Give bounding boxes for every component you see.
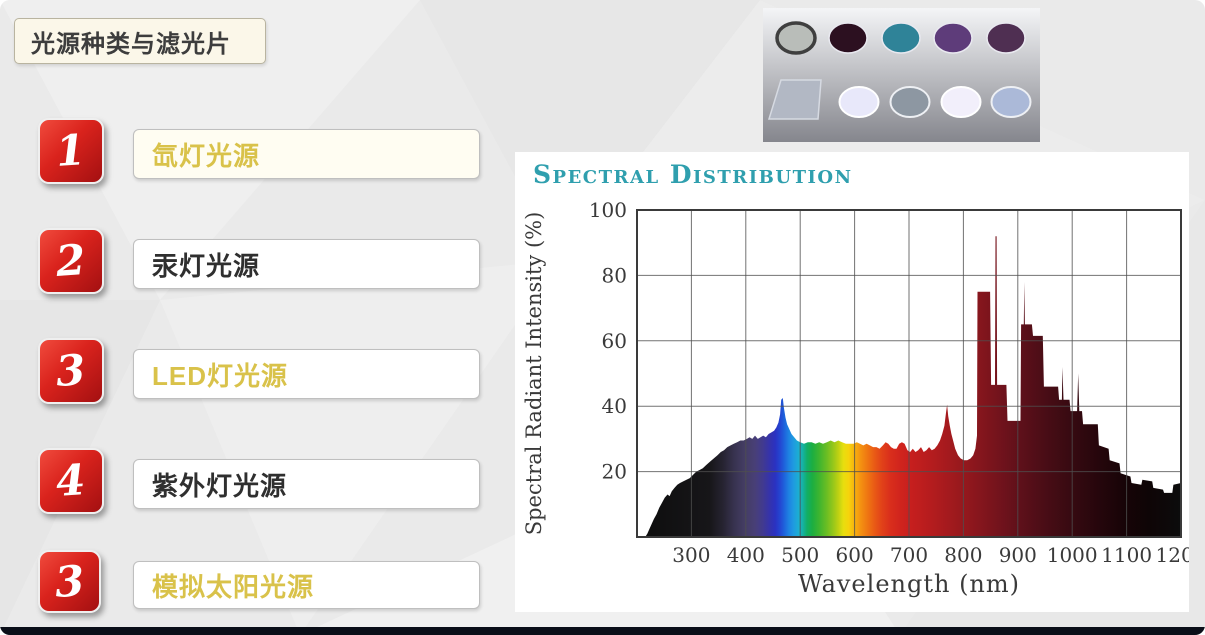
spectrum-area-series — [645, 236, 1181, 537]
item-label: 紫外灯光源 — [152, 470, 288, 501]
x-tick-label: 700 — [890, 543, 928, 567]
item-label: 汞灯光源 — [152, 250, 261, 281]
item-number: 3 — [54, 345, 88, 396]
x-tick-label: 1000 — [1047, 543, 1098, 567]
neutral-gray-filter — [775, 21, 817, 55]
item-number-badge: 3 — [38, 338, 104, 404]
y-axis-title: Spectral Radiant Intensity (%) — [522, 212, 546, 536]
item-label: 氙灯光源 — [152, 140, 261, 171]
y-tick-label: 60 — [602, 329, 627, 353]
item-label: 模拟太阳光源 — [152, 571, 315, 602]
x-tick-label: 900 — [999, 543, 1037, 567]
y-tick-label: 100 — [589, 198, 627, 222]
plum-filter — [986, 22, 1026, 54]
item-label-box: 紫外灯光源 — [133, 459, 480, 509]
dark-maroon-filter — [828, 22, 868, 54]
item-number: 1 — [54, 125, 88, 176]
item-label-box: 汞灯光源 — [133, 239, 480, 289]
item-label-box: 模拟太阳光源 — [133, 561, 480, 609]
item-number: 3 — [53, 555, 86, 607]
gray-blue-filter — [889, 86, 931, 118]
y-tick-label: 20 — [602, 460, 627, 484]
chart-title: Spectral Distribution — [533, 160, 853, 189]
x-tick-label: 1200 — [1156, 543, 1189, 567]
item-number-badge: 3 — [38, 550, 101, 613]
square-glass-plate — [767, 79, 822, 120]
x-tick-label: 1100 — [1101, 543, 1152, 567]
x-tick-label: 800 — [944, 543, 982, 567]
teal-filter — [881, 22, 921, 54]
x-tick-label: 400 — [727, 543, 765, 567]
purple-filter — [933, 22, 973, 54]
item-number-badge: 4 — [38, 448, 104, 514]
x-axis-title: Wavelength (nm) — [798, 570, 1020, 598]
periwinkle-filter — [990, 86, 1032, 118]
pale-lavender-filter — [838, 86, 880, 118]
slide-title-box: 光源种类与滤光片 — [14, 18, 266, 64]
x-tick-label: 300 — [672, 543, 710, 567]
spectral-chart-panel: Spectral Distribution 20 40 60 80 100 300 400 5… — [515, 152, 1189, 612]
filters-photo — [763, 8, 1040, 142]
item-number: 4 — [54, 455, 88, 506]
x-tick-label: 600 — [836, 543, 874, 567]
item-number-badge: 1 — [38, 118, 104, 184]
item-label-box: LED灯光源 — [133, 349, 480, 399]
y-tick-label: 40 — [602, 394, 627, 418]
item-number: 2 — [54, 235, 88, 286]
item-number-badge: 2 — [38, 228, 104, 294]
slide-title: 光源种类与滤光片 — [31, 30, 231, 58]
near-white-filter — [940, 86, 982, 118]
y-tick-label: 80 — [602, 263, 627, 287]
slide-footer-bar — [0, 627, 1205, 635]
item-label-box: 氙灯光源 — [133, 129, 480, 179]
item-label: LED灯光源 — [152, 360, 289, 391]
spectral-distribution-chart: 20 40 60 80 100 300 400 500 600 700 800 900 1000 1100… — [522, 198, 1189, 598]
x-tick-label: 500 — [781, 543, 819, 567]
